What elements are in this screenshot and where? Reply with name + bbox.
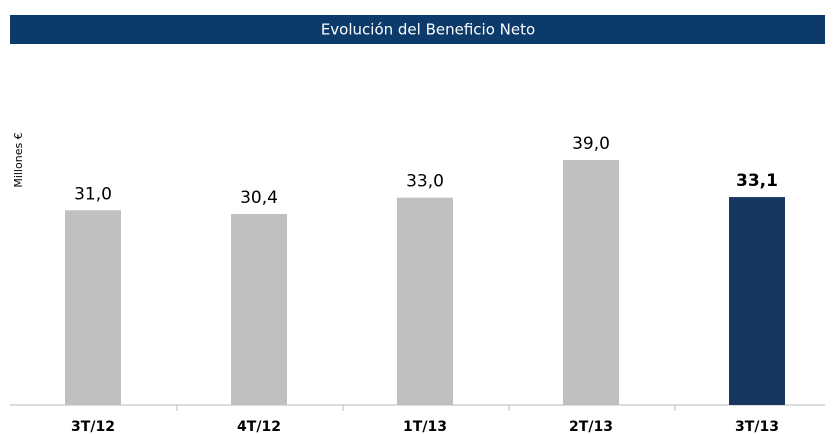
value-label: 33,1: [736, 171, 778, 191]
bar: [65, 210, 121, 405]
bar: [231, 214, 287, 405]
value-label: 39,0: [572, 134, 610, 154]
x-tick-label: 3T/13: [735, 419, 779, 434]
x-tick-label: 4T/12: [237, 419, 281, 434]
chart-title: Evolución del Beneficio Neto: [321, 21, 535, 39]
x-tick-label: 2T/13: [569, 419, 613, 434]
bar: [563, 160, 619, 405]
title-banner: [10, 15, 825, 44]
value-label: 33,0: [406, 172, 444, 192]
value-label: 30,4: [240, 188, 278, 208]
x-tick-label: 3T/12: [71, 419, 115, 434]
y-axis-label: Millones €: [12, 132, 25, 187]
x-tick-label: 1T/13: [403, 419, 447, 434]
value-label: 31,0: [74, 184, 112, 204]
bar: [729, 197, 785, 405]
bar: [397, 197, 453, 405]
